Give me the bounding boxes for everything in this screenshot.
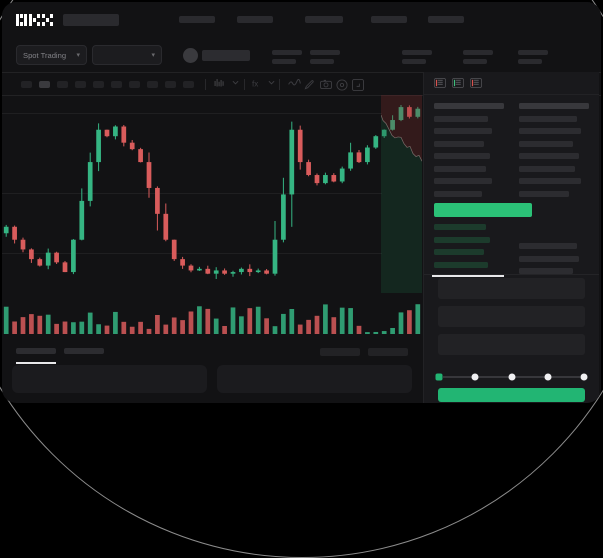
svg-text:fx: fx: [252, 80, 258, 89]
